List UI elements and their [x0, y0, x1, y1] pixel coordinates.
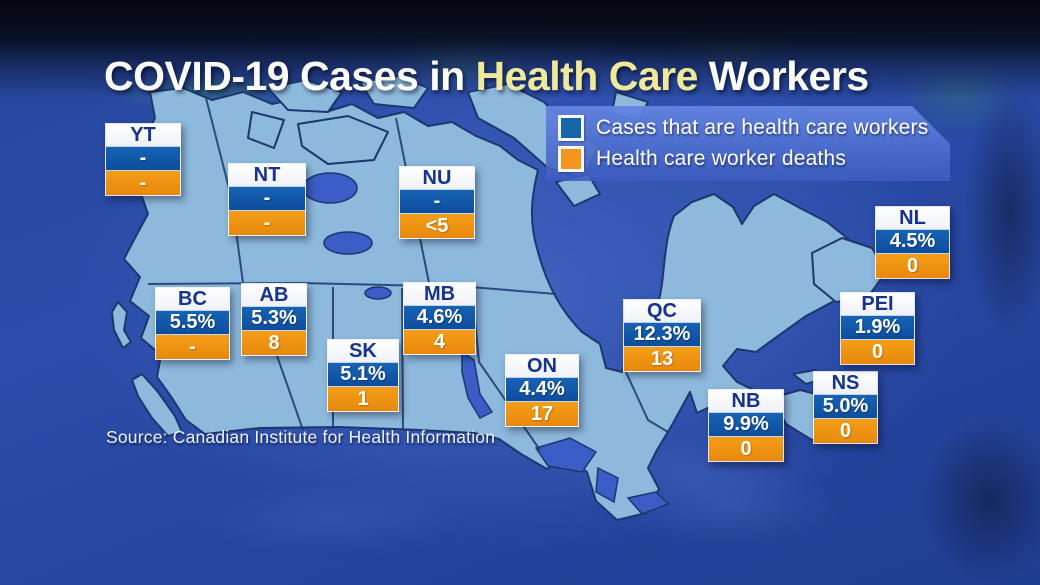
province-code: NU — [400, 167, 474, 189]
province-code: YT — [106, 124, 180, 146]
legend-label-deaths: Health care worker deaths — [596, 147, 847, 170]
province-cases-value: 4.4% — [506, 377, 578, 402]
province-cases-value: 5.3% — [242, 306, 306, 331]
province-code: NT — [229, 164, 305, 186]
province-box-NU: NU - <5 — [399, 166, 475, 239]
province-box-BC: BC 5.5% - — [155, 287, 230, 360]
province-cases-value: 4.6% — [404, 305, 475, 330]
province-deaths-value: 13 — [624, 347, 700, 371]
province-deaths-value: 0 — [841, 340, 914, 364]
province-box-AB: AB 5.3% 8 — [241, 283, 307, 356]
province-code: AB — [242, 284, 306, 306]
province-deaths-value: 4 — [404, 330, 475, 354]
province-code: ON — [506, 355, 578, 377]
province-box-NS: NS 5.0% 0 — [813, 371, 878, 444]
title-suffix: Workers — [697, 53, 869, 99]
province-cases-value: - — [106, 146, 180, 171]
cases-swatch-icon — [558, 115, 584, 141]
province-deaths-value: 8 — [242, 331, 306, 355]
province-deaths-value: 0 — [876, 254, 949, 278]
province-deaths-value: - — [229, 211, 305, 235]
province-cases-value: 12.3% — [624, 322, 700, 347]
province-cases-value: 1.9% — [841, 315, 914, 340]
source-note: Source: Canadian Institute for Health In… — [106, 427, 496, 447]
province-box-MB: MB 4.6% 4 — [403, 282, 476, 355]
province-code: BC — [156, 288, 229, 310]
province-cases-value: 4.5% — [876, 229, 949, 254]
province-cases-value: 5.5% — [156, 310, 229, 335]
province-cases-value: - — [229, 186, 305, 211]
province-box-QC: QC 12.3% 13 — [623, 299, 701, 372]
province-deaths-value: - — [106, 171, 180, 195]
title-prefix: COVID-19 Cases in — [104, 53, 476, 99]
province-deaths-value: 0 — [709, 437, 783, 461]
province-box-NT: NT - - — [228, 163, 306, 236]
province-box-PEI: PEI 1.9% 0 — [840, 292, 915, 365]
province-cases-value: 9.9% — [709, 412, 783, 437]
province-cases-value: 5.1% — [328, 362, 398, 387]
title-highlight: Health Care — [475, 53, 699, 99]
province-cases-value: - — [400, 189, 474, 214]
province-deaths-value: <5 — [400, 214, 474, 238]
province-code: MB — [404, 283, 475, 305]
province-code: QC — [624, 300, 700, 322]
page-title: COVID-19 Cases in Health Care Workers — [104, 53, 869, 100]
province-cases-value: 5.0% — [814, 394, 877, 419]
legend: Cases that are health care workers Healt… — [546, 106, 950, 181]
province-box-NB: NB 9.9% 0 — [708, 389, 784, 462]
lakes — [302, 172, 670, 515]
province-box-YT: YT - - — [105, 123, 181, 196]
province-box-NL: NL 4.5% 0 — [875, 206, 950, 279]
province-deaths-value: 17 — [506, 402, 578, 426]
province-deaths-value: 1 — [328, 387, 398, 411]
province-deaths-value: 0 — [814, 419, 877, 443]
province-code: NL — [876, 207, 949, 229]
province-code: NB — [709, 390, 783, 412]
province-code: SK — [328, 340, 398, 362]
legend-item-cases: Cases that are health care workers — [558, 115, 928, 141]
province-deaths-value: - — [156, 335, 229, 359]
province-code: PEI — [841, 293, 914, 315]
legend-label-cases: Cases that are health care workers — [596, 116, 929, 139]
province-box-ON: ON 4.4% 17 — [505, 354, 579, 427]
deaths-swatch-icon — [558, 146, 584, 172]
legend-item-deaths: Health care worker deaths — [558, 146, 846, 172]
province-box-SK: SK 5.1% 1 — [327, 339, 399, 412]
province-code: NS — [814, 372, 877, 394]
